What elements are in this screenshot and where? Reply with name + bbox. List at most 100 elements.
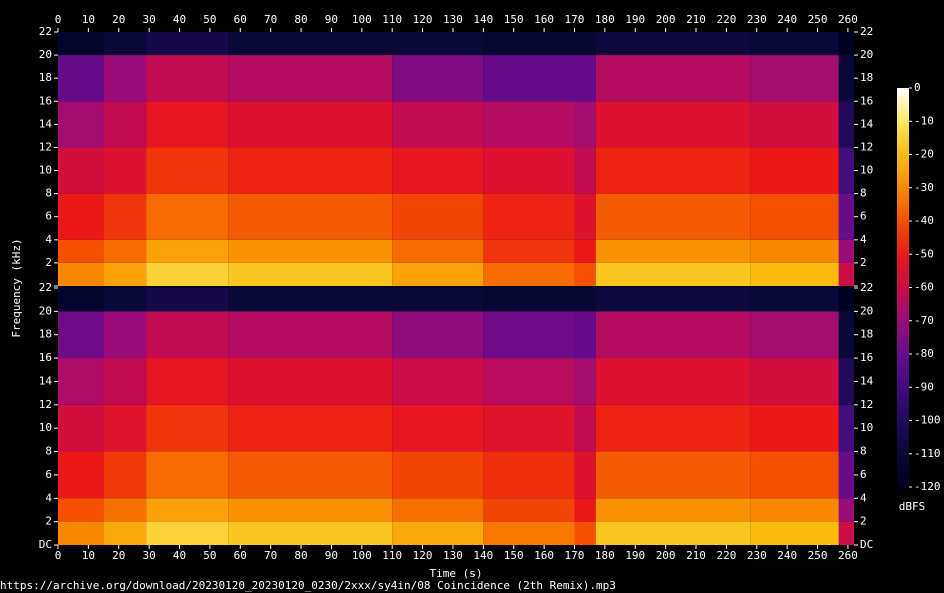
colorbar-strip xyxy=(897,298,909,300)
colorbar-strip xyxy=(897,256,909,258)
colorbar-strip xyxy=(897,123,909,125)
y-tick-label: 8 xyxy=(860,445,867,458)
colorbar-strip xyxy=(897,288,909,290)
x-tick-label: 230 xyxy=(747,13,767,26)
colorbar-strip xyxy=(897,263,909,265)
colorbar-strip xyxy=(897,228,909,230)
colorbar-strip xyxy=(897,434,909,436)
y-tick-label: 2 xyxy=(860,515,867,528)
colorbar-strip xyxy=(897,225,909,227)
y-tick-label: DC xyxy=(860,538,873,551)
colorbar-tick-label: -30 xyxy=(914,181,934,194)
colorbar-strip xyxy=(897,100,909,102)
colorbar-strip xyxy=(897,444,909,446)
colorbar-strip xyxy=(897,183,909,185)
heatmap-cell xyxy=(483,451,575,499)
colorbar-strip xyxy=(897,221,909,223)
colorbar-strip xyxy=(897,362,909,364)
colorbar-strip xyxy=(897,448,909,450)
colorbar-strip xyxy=(897,427,909,429)
colorbar-strip xyxy=(897,407,909,409)
colorbar-strip xyxy=(897,192,909,194)
colorbar-strip xyxy=(897,264,909,266)
colorbar-strip xyxy=(897,485,909,487)
colorbar-strip xyxy=(897,338,909,340)
heatmap-cell xyxy=(58,147,104,194)
y-tick-label: 16 xyxy=(860,351,873,364)
colorbar-strip xyxy=(897,340,909,342)
colorbar-strip xyxy=(897,315,909,317)
colorbar-strip xyxy=(897,411,909,413)
colorbar-strip xyxy=(897,372,909,374)
colorbar-strip xyxy=(897,180,909,182)
colorbar-tick-label: -80 xyxy=(914,347,934,360)
colorbar-strip xyxy=(897,95,909,97)
colorbar-strip xyxy=(897,320,909,322)
colorbar-strip xyxy=(897,366,909,368)
colorbar-strip xyxy=(897,312,909,314)
colorbar-strip xyxy=(897,205,909,207)
colorbar-strip xyxy=(897,337,909,339)
x-tick-label: 50 xyxy=(203,13,216,26)
colorbar-strip xyxy=(897,252,909,254)
colorbar-strip xyxy=(897,247,909,249)
colorbar-strip xyxy=(897,94,909,96)
heatmap-cell xyxy=(483,55,575,102)
colorbar-strip xyxy=(897,165,909,167)
colorbar-strip xyxy=(897,416,909,418)
colorbar-strip xyxy=(897,383,909,385)
colorbar-strip xyxy=(897,156,909,158)
x-tick-label: 150 xyxy=(504,13,524,26)
colorbar-strip xyxy=(897,478,909,480)
colorbar-strip xyxy=(897,267,909,269)
heatmap-cell xyxy=(58,288,104,312)
heatmap-cell xyxy=(750,311,839,359)
colorbar-strip xyxy=(897,268,909,270)
colorbar-strip xyxy=(897,300,909,302)
colorbar-strip xyxy=(897,90,909,92)
colorbar-tick-label: -10 xyxy=(914,114,934,127)
heatmap-cell xyxy=(146,358,229,405)
colorbar-strip xyxy=(897,286,909,288)
colorbar-strip xyxy=(897,377,909,379)
colorbar-strip xyxy=(897,386,909,388)
colorbar-strip xyxy=(897,220,909,222)
colorbar-strip xyxy=(897,420,909,422)
heatmap-cell xyxy=(574,101,596,148)
heatmap-cell xyxy=(750,288,839,312)
heatmap-cell xyxy=(58,193,104,240)
colorbar-strip xyxy=(897,251,909,253)
colorbar-strip xyxy=(897,394,909,396)
y-tick-label: 6 xyxy=(860,468,867,481)
colorbar-strip xyxy=(897,126,909,128)
colorbar-strip xyxy=(897,419,909,421)
y-tick-label: 2 xyxy=(45,256,52,269)
heatmap-cell xyxy=(595,288,751,312)
heatmap-cell xyxy=(595,147,751,194)
colorbar-strip xyxy=(897,181,909,183)
heatmap-cell xyxy=(58,358,104,405)
colorbar-strip xyxy=(897,142,909,144)
colorbar-strip xyxy=(897,387,909,389)
colorbar-strip xyxy=(897,172,909,174)
colorbar-strip xyxy=(897,363,909,365)
colorbar-strip xyxy=(897,303,909,305)
colorbar-strip xyxy=(897,468,909,470)
heatmap-cell xyxy=(228,55,393,102)
colorbar-strip xyxy=(897,447,909,449)
colorbar-strip xyxy=(897,167,909,169)
colorbar-strip xyxy=(897,255,909,257)
x-tick-label: 40 xyxy=(173,549,186,562)
y-tick-label: 20 xyxy=(39,48,52,61)
colorbar-strip xyxy=(897,174,909,176)
colorbar-tick-label: -120 xyxy=(914,480,941,493)
colorbar-strip xyxy=(897,239,909,241)
heatmap-cell xyxy=(483,193,575,240)
y-tick-label: 20 xyxy=(860,48,873,61)
y-tick-label: 20 xyxy=(860,304,873,317)
heatmap-cell xyxy=(228,521,393,545)
colorbar-strip xyxy=(897,410,909,412)
colorbar-strip xyxy=(897,209,909,211)
heatmap-cell xyxy=(750,358,839,405)
colorbar-strip xyxy=(897,257,909,259)
